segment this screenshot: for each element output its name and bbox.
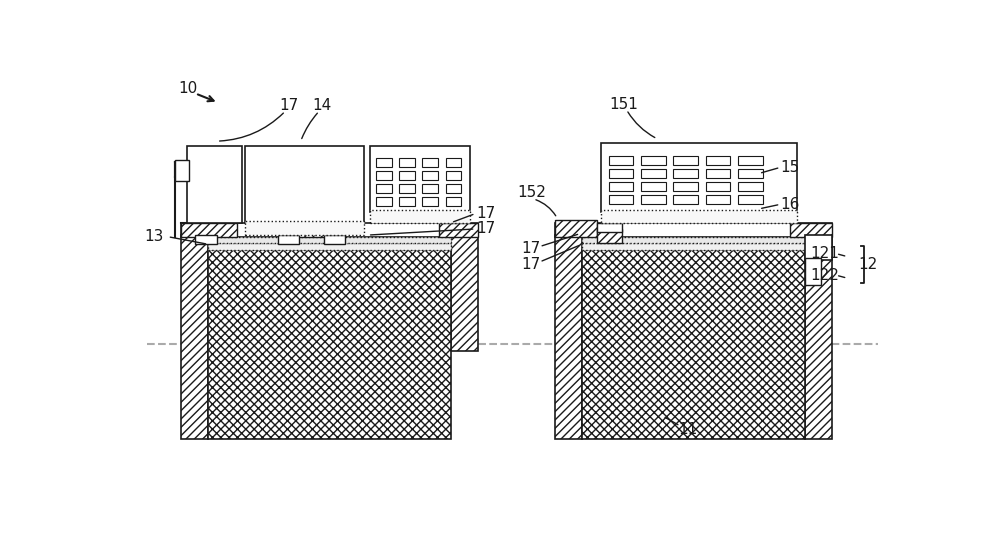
Bar <box>706 156 730 165</box>
Bar <box>422 197 438 206</box>
Bar <box>805 235 832 439</box>
Bar <box>446 171 461 180</box>
Bar <box>195 235 217 245</box>
Bar <box>422 158 438 167</box>
Text: 17: 17 <box>521 241 541 256</box>
Bar <box>376 197 392 206</box>
Text: 12: 12 <box>859 257 878 272</box>
Bar <box>446 197 461 206</box>
Bar <box>738 195 763 204</box>
Bar <box>187 146 242 223</box>
Bar <box>609 169 633 178</box>
Text: 10: 10 <box>178 81 197 96</box>
Bar <box>297 223 339 236</box>
Bar <box>181 223 478 236</box>
Bar <box>597 223 622 232</box>
Bar <box>609 195 633 204</box>
Bar <box>582 250 805 439</box>
Bar <box>641 182 666 191</box>
Bar <box>706 195 730 204</box>
Bar <box>175 160 189 181</box>
Bar <box>673 182 698 191</box>
Bar <box>278 235 299 245</box>
Text: 13: 13 <box>145 229 164 244</box>
Text: 17: 17 <box>521 257 541 272</box>
Text: 17: 17 <box>476 221 495 236</box>
Bar <box>422 184 438 193</box>
Bar <box>555 235 582 439</box>
Text: 122: 122 <box>810 268 839 282</box>
Bar <box>706 169 730 178</box>
Bar <box>181 223 237 236</box>
Bar <box>609 156 633 165</box>
Bar <box>738 156 763 165</box>
Bar <box>208 243 451 250</box>
Bar <box>738 169 763 178</box>
Bar <box>245 146 364 223</box>
Bar <box>399 171 415 180</box>
Text: 17: 17 <box>476 206 495 221</box>
Bar <box>738 182 763 191</box>
Bar <box>370 210 470 223</box>
Bar <box>805 235 832 260</box>
Bar <box>601 210 797 223</box>
Bar <box>805 258 820 285</box>
Bar <box>641 195 666 204</box>
Bar <box>399 158 415 167</box>
Bar <box>597 229 622 243</box>
Text: 16: 16 <box>780 197 799 212</box>
Bar <box>446 184 461 193</box>
Bar <box>451 235 478 351</box>
Bar <box>706 182 730 191</box>
Bar <box>245 221 364 235</box>
Bar <box>446 158 461 167</box>
Bar <box>399 184 415 193</box>
Bar <box>609 182 633 191</box>
Text: 17: 17 <box>280 98 299 113</box>
Bar <box>601 143 797 212</box>
Bar <box>376 158 392 167</box>
Bar <box>641 169 666 178</box>
Text: 121: 121 <box>810 246 839 261</box>
Text: 152: 152 <box>517 185 546 200</box>
Bar <box>673 169 698 178</box>
Bar <box>370 146 470 212</box>
Bar <box>181 235 208 439</box>
Bar <box>208 236 451 243</box>
Bar <box>399 197 415 206</box>
Bar <box>555 220 597 236</box>
Bar <box>582 236 805 243</box>
Bar <box>582 243 805 250</box>
Bar <box>673 195 698 204</box>
Text: 15: 15 <box>780 160 799 175</box>
Bar <box>376 171 392 180</box>
Text: 14: 14 <box>312 98 331 113</box>
Text: 11: 11 <box>678 421 698 437</box>
Text: 151: 151 <box>610 97 639 111</box>
Bar <box>422 171 438 180</box>
Bar <box>790 223 832 236</box>
Bar <box>376 184 392 193</box>
Bar <box>208 250 451 439</box>
Bar <box>673 156 698 165</box>
Bar <box>555 223 832 236</box>
Bar <box>324 235 345 245</box>
Bar <box>641 156 666 165</box>
Bar <box>439 223 478 236</box>
